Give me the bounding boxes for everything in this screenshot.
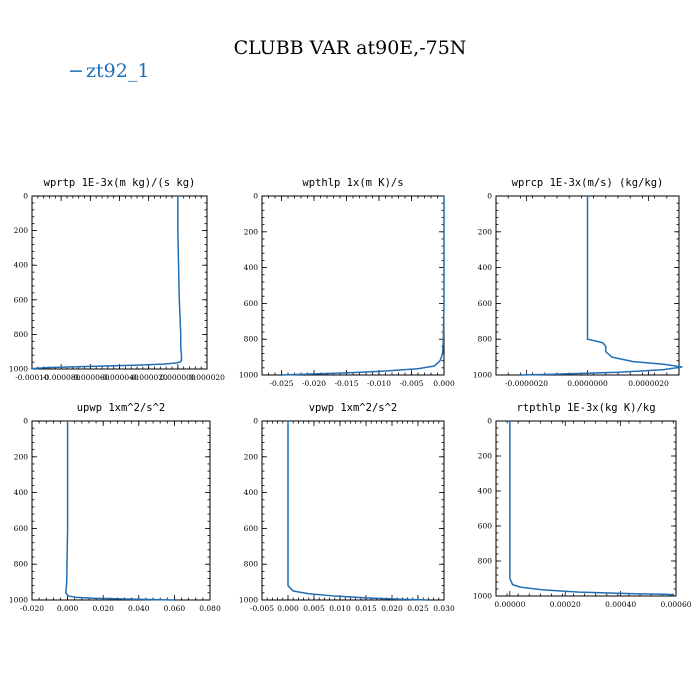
panel-title: upwp 1xm^2/s^2: [77, 402, 166, 414]
y-tick-label: 200: [478, 227, 493, 236]
y-tick-label: 0: [23, 417, 28, 426]
x-tick-label: 0.025: [407, 604, 429, 613]
x-tick-label: -0.005: [399, 379, 423, 388]
y-tick-label: 800: [478, 557, 493, 566]
y-tick-label: 1000: [473, 371, 492, 380]
x-tick-label: -0.005: [250, 604, 274, 613]
x-tick-label: 0.00040: [605, 600, 636, 609]
series-line: [287, 421, 429, 601]
x-tick-label: 0.010: [329, 604, 351, 613]
panel-6: rtpthlp 1E-3x(kg K)/kg 0.00000 0.00020 0.00…: [473, 402, 692, 609]
x-tick-label: 0.020: [92, 604, 114, 613]
x-tick-label: -0.010: [367, 379, 391, 388]
x-tick-label: 0.0000020: [628, 379, 669, 388]
x-tick-label: 0.000: [277, 604, 299, 613]
plot-frame: [495, 420, 677, 597]
y-tick-label: 600: [478, 522, 493, 531]
figure-title: CLUBB VAR at90E,-75N: [234, 37, 467, 59]
series-line: [31, 196, 183, 370]
x-tick-label: -0.000080: [42, 373, 81, 382]
x-tick-label: -0.000040: [100, 373, 139, 382]
panel-title: wprcp 1E-3x(m/s) (kg/kg): [512, 177, 664, 189]
y-tick-label: 0: [253, 192, 258, 201]
y-tick-label: 1000: [9, 365, 28, 374]
y-tick-label: 400: [14, 488, 29, 497]
panel-1: wprtp 1E-3x(m kg)/(s kg) -0.00010-0.00008…: [9, 177, 225, 382]
panel-5: vpwp 1xm^2/s^2 -0.005 0.000 0.005 0.010 0.015…: [239, 402, 455, 613]
x-tick-label: 0.00000: [494, 600, 525, 609]
y-tick-label: 800: [244, 335, 259, 344]
x-tick-label: 0.000: [57, 604, 79, 613]
x-tick-label: -0.020: [302, 379, 326, 388]
plot-frame: [261, 195, 445, 376]
x-tick-label: -0.015: [334, 379, 358, 388]
y-tick-label: 400: [478, 487, 493, 496]
y-tick-label: 1000: [9, 596, 28, 605]
panel-title: vpwp 1xm^2/s^2: [309, 402, 398, 414]
y-tick-label: 400: [244, 488, 259, 497]
y-tick-label: 600: [244, 299, 259, 308]
panel-2: wpthlp 1x(m K)/s -0.025 -0.020 -0.015 -0.010…: [239, 177, 455, 388]
x-tick-label: 0.0000000: [567, 379, 608, 388]
x-tick-label: -0.000020: [130, 373, 169, 382]
y-tick-label: 400: [478, 263, 493, 272]
y-tick-label: 800: [478, 335, 493, 344]
x-tick-label: -0.00010: [15, 373, 49, 382]
y-tick-label: 200: [244, 227, 259, 236]
series-line: [65, 421, 175, 601]
y-tick-label: 200: [478, 452, 493, 461]
series-line: [520, 196, 683, 376]
x-tick-label: -0.0000020: [505, 379, 548, 388]
panels: wprtp 1E-3x(m kg)/(s kg) -0.00010-0.00008…: [9, 177, 692, 613]
panel-title: rtpthlp 1E-3x(kg K)/kg: [516, 402, 655, 414]
y-tick-label: 800: [14, 560, 29, 569]
y-tick-label: 1000: [239, 371, 258, 380]
y-tick-label: 1000: [473, 592, 492, 601]
legend-label: zt92_1: [86, 60, 149, 82]
panel-4: upwp 1xm^2/s^2 -0.020 0.000 0.020 0.040 0.060…: [9, 402, 221, 613]
x-tick-label: 0.000000: [160, 373, 196, 382]
x-tick-label: 0.015: [355, 604, 377, 613]
y-tick-label: 200: [14, 452, 29, 461]
y-tick-label: 0: [23, 192, 28, 201]
x-tick-label: 0.080: [199, 604, 221, 613]
y-tick-label: 200: [244, 452, 259, 461]
x-tick-label: 0.005: [303, 604, 325, 613]
y-tick-label: 200: [14, 226, 29, 235]
x-tick-label: 0.00020: [550, 600, 581, 609]
y-tick-label: 400: [244, 263, 259, 272]
y-tick-label: 800: [244, 560, 259, 569]
x-tick-label: 0.060: [164, 604, 186, 613]
legend: − zt92_1: [68, 60, 149, 82]
y-tick-label: 800: [14, 330, 29, 339]
y-tick-label: 1000: [239, 596, 258, 605]
series-line: [509, 421, 674, 597]
y-tick-label: 600: [14, 524, 29, 533]
y-tick-label: 600: [244, 524, 259, 533]
x-tick-label: -0.025: [269, 379, 293, 388]
y-tick-label: 600: [14, 295, 29, 304]
x-tick-label: 0.040: [128, 604, 150, 613]
panel-title: wpthlp 1x(m K)/s: [302, 177, 403, 189]
series-line: [281, 196, 445, 376]
panel-3: wprcp 1E-3x(m/s) (kg/kg) -0.0000020 0.0000…: [473, 177, 683, 388]
x-tick-label: 0.000: [433, 379, 455, 388]
y-tick-label: 0: [487, 192, 492, 201]
x-tick-label: -0.000060: [71, 373, 110, 382]
plot-frame: [31, 420, 211, 601]
plot-frame: [261, 420, 445, 601]
x-tick-label: 0.000020: [189, 373, 225, 382]
x-tick-label: 0.00060: [660, 600, 691, 609]
y-tick-label: 600: [478, 299, 493, 308]
x-tick-label: 0.020: [381, 604, 403, 613]
panel-title: wprtp 1E-3x(m kg)/(s kg): [44, 177, 196, 189]
y-tick-label: 400: [14, 261, 29, 270]
x-tick-label: -0.020: [20, 604, 44, 613]
legend-marker: −: [68, 60, 84, 82]
y-tick-label: 0: [253, 417, 258, 426]
x-tick-label: 0.030: [433, 604, 455, 613]
y-tick-label: 0: [487, 417, 492, 426]
